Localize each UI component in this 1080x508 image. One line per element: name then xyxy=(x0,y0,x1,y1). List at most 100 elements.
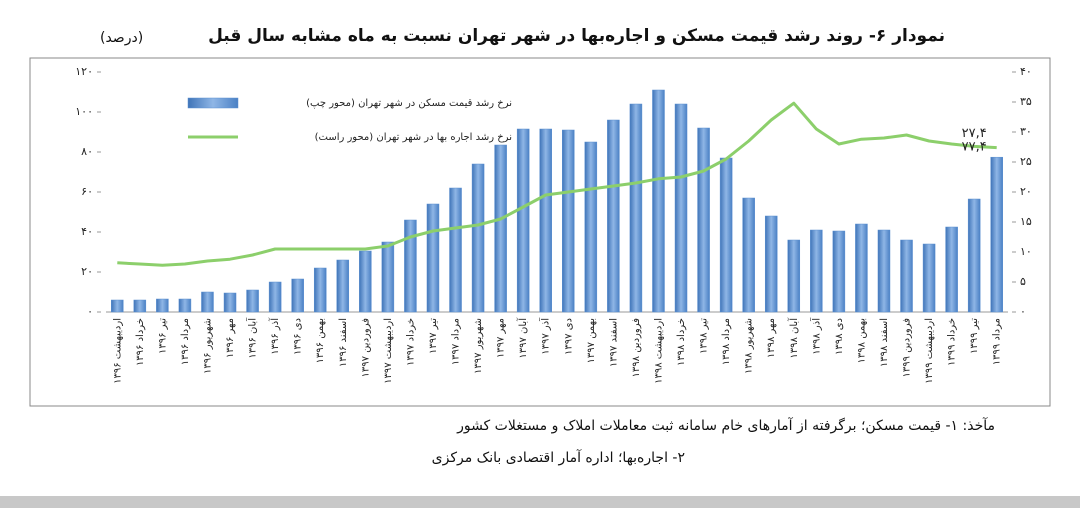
bar xyxy=(246,289,259,313)
x-tick-label: خرداد ۱۳۹۹ xyxy=(947,318,958,366)
x-tick-label: دی ۱۳۹۷ xyxy=(563,318,574,355)
bar xyxy=(381,241,395,313)
x-tick-label: دی ۱۳۹۸ xyxy=(834,318,845,355)
y2-tick-label: ۲۵ xyxy=(1020,155,1032,168)
bar xyxy=(291,278,304,313)
bar xyxy=(742,197,755,313)
x-tick-label: شهریور ۱۳۹۶ xyxy=(202,318,213,374)
x-tick-label: تیر ۱۳۹۷ xyxy=(428,318,439,354)
y2-tick-label: ۴۰ xyxy=(1020,65,1032,78)
x-tick-label: فروردین ۱۳۹۷ xyxy=(360,318,371,378)
bar xyxy=(313,267,327,313)
x-tick-label: بهمن ۱۳۹۷ xyxy=(586,318,597,363)
x-tick-label: تیر ۱۳۹۸ xyxy=(699,318,710,354)
y2-tick-label: ۱۵ xyxy=(1020,215,1032,228)
bar xyxy=(336,259,350,313)
bar xyxy=(516,128,530,313)
bottom-strip xyxy=(0,496,1080,508)
x-tick-label: اسفند ۱۳۹۸ xyxy=(879,318,890,367)
bar xyxy=(922,243,936,313)
x-tick-label: اردیبهشت ۱۳۹۹ xyxy=(924,318,935,384)
legend-label: نرخ رشد اجاره بها در شهر تهران (محور راس… xyxy=(315,132,512,143)
bar xyxy=(584,141,598,313)
x-tick-label: خرداد ۱۳۹۷ xyxy=(405,318,416,366)
note: مآخذ: ۱- قیمت مسکن؛ برگرفته از آمارهای خ… xyxy=(457,418,995,434)
x-tick-label: مرداد ۱۳۹۷ xyxy=(451,318,462,365)
x-tick-label: آذر ۱۳۹۸ xyxy=(809,317,822,355)
x-tick-label: خرداد ۱۳۹۸ xyxy=(676,318,687,366)
x-tick-label: مرداد ۱۳۹۶ xyxy=(180,318,191,365)
bar xyxy=(111,299,124,313)
bar xyxy=(764,215,778,313)
x-tick-label: تیر ۱۳۹۶ xyxy=(157,318,168,354)
x-tick-label: مرداد ۱۳۹۸ xyxy=(721,318,732,365)
bar xyxy=(223,292,237,313)
bar xyxy=(449,187,462,313)
x-tick-label: مهر ۱۳۹۷ xyxy=(496,318,507,358)
bar xyxy=(787,239,801,313)
frame xyxy=(29,57,1051,407)
x-tick-label: خرداد ۱۳۹۶ xyxy=(135,318,146,366)
bar xyxy=(201,291,214,313)
x-tick-label: مرداد ۱۳۹۹ xyxy=(992,318,1003,365)
unit-label: (درصد) xyxy=(100,30,144,46)
x-tick-label: اسفند ۱۳۹۷ xyxy=(608,318,619,367)
x-tick-label: اسفند ۱۳۹۶ xyxy=(338,318,349,367)
y-tick-label: ۶۰ xyxy=(81,185,93,198)
legend-label: نرخ رشد قیمت مسکن در شهر تهران (محور چپ) xyxy=(306,98,512,109)
x-tick-label: آذر ۱۳۹۶ xyxy=(268,317,281,355)
bar xyxy=(156,298,169,313)
x-tick-label: فروردین ۱۳۹۸ xyxy=(631,318,642,378)
x-tick-label: مهر ۱۳۹۶ xyxy=(225,318,236,358)
x-tick-label: فروردین ۱۳۹۹ xyxy=(902,318,913,378)
bar xyxy=(945,226,958,313)
x-tick-label: شهریور ۱۳۹۷ xyxy=(473,318,484,374)
bar xyxy=(697,127,710,313)
bar xyxy=(629,103,643,313)
bar xyxy=(133,299,147,313)
bar xyxy=(855,223,868,313)
y2-tick-label: ۱۰ xyxy=(1020,245,1032,258)
x-tick-label: آبان ۱۳۹۷ xyxy=(516,317,529,359)
bar xyxy=(562,129,575,313)
bar xyxy=(719,157,733,313)
bar xyxy=(900,239,913,313)
value-label: ۷۷,۴ xyxy=(962,140,987,155)
x-tick-label: بهمن ۱۳۹۸ xyxy=(856,318,867,363)
x-tick-label: تیر ۱۳۹۹ xyxy=(969,318,980,354)
y-tick-label: ۴۰ xyxy=(81,225,93,238)
bar xyxy=(471,163,485,313)
bar xyxy=(359,250,372,313)
x-tick-label: اردیبهشت ۱۳۹۸ xyxy=(653,318,664,384)
x-tick-label: دی ۱۳۹۶ xyxy=(293,318,304,355)
bar xyxy=(426,203,440,313)
y-tick-label: ۸۰ xyxy=(81,145,93,158)
bar xyxy=(607,119,620,313)
x-tick-label: اردیبهشت ۱۳۹۶ xyxy=(112,318,123,384)
y2-tick-label: ۰ xyxy=(1020,305,1026,318)
value-label: ۲۷,۴ xyxy=(962,126,987,141)
bar xyxy=(967,198,981,313)
bar xyxy=(832,230,846,313)
bar xyxy=(810,229,823,313)
y-tick-label: ۱۰۰ xyxy=(75,105,93,118)
y-tick-label: ۰ xyxy=(87,305,93,318)
x-tick-label: شهریور ۱۳۹۸ xyxy=(744,318,755,374)
bar xyxy=(494,144,507,313)
bar xyxy=(990,156,1003,313)
bar xyxy=(539,128,552,313)
y2-tick-label: ۵ xyxy=(1020,275,1026,288)
chart-title: نمودار ۶- روند رشد قیمت مسکن و اجاره‌بها… xyxy=(208,26,945,46)
y2-tick-label: ۳۵ xyxy=(1020,95,1032,108)
x-tick-label: اردیبهشت ۱۳۹۷ xyxy=(383,318,394,384)
x-tick-label: آبان ۱۳۹۶ xyxy=(246,317,259,359)
y2-tick-label: ۳۰ xyxy=(1020,125,1032,138)
y-tick-label: ۲۰ xyxy=(81,265,93,278)
x-tick-label: آذر ۱۳۹۷ xyxy=(539,317,552,355)
bar xyxy=(652,89,665,313)
y-tick-label: ۱۲۰ xyxy=(75,65,93,78)
bar xyxy=(674,103,688,313)
note: ۲- اجاره‌بها؛ اداره آمار اقتصادی بانک مر… xyxy=(431,450,685,466)
